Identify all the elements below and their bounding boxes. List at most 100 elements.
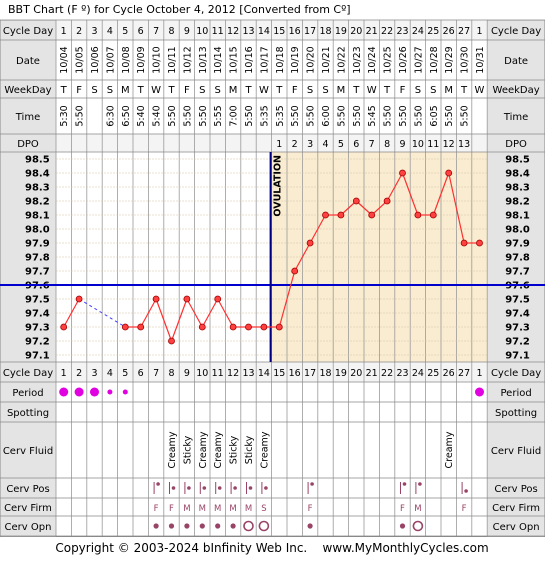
temp-line-segment (140, 298, 157, 328)
cycle-day-top: 9 (184, 26, 190, 37)
cycle-day-bottom: 9 (184, 368, 190, 379)
cycle-day-bottom: 11 (212, 368, 224, 379)
cycle-day-bottom: 5 (122, 368, 128, 379)
time-cell: 5:50 (383, 105, 394, 126)
temp-point (183, 295, 191, 303)
row-label-left: Cerv Fluid (3, 446, 53, 457)
cycle-day-bottom: 21 (366, 368, 378, 379)
weekday-cell: F (292, 85, 298, 96)
date-cell: 10/12 (182, 46, 193, 73)
temp-line-segment (63, 298, 80, 328)
temp-line-segment (401, 172, 419, 216)
cycle-day-bottom: 19 (335, 368, 347, 379)
period-dot (122, 389, 128, 395)
temp-point (275, 323, 283, 331)
ovulation-label: OVULATION (273, 155, 284, 217)
row-label-left: Spotting (7, 408, 49, 419)
row-label-left: Cycle Day (3, 368, 53, 379)
y-tick-label-right: 97.3 (505, 323, 530, 334)
cycle-day-top: 5 (122, 26, 128, 37)
cycle-day-top: 27 (458, 26, 470, 37)
temp-point (429, 211, 437, 219)
temp-point (476, 239, 483, 247)
date-cell: 10/23 (352, 46, 363, 73)
date-cell: 10/27 (413, 46, 424, 73)
cycle-day-top: 4 (107, 26, 113, 37)
temp-point (322, 211, 329, 219)
cycle-day-top: 10 (196, 26, 208, 37)
y-tick-label-right: 97.8 (505, 253, 530, 264)
row-label-right: Cerv Firm (492, 503, 540, 514)
date-cell: 10/31 (475, 46, 486, 73)
period-dot (90, 387, 99, 397)
temp-point (137, 323, 145, 331)
weekday-cell: M (229, 85, 238, 96)
dpo-cell: 6 (353, 139, 359, 150)
date-cell: 10/28 (429, 46, 440, 73)
temp-point (245, 323, 252, 331)
cycle-day-bottom: 10 (196, 368, 208, 379)
cerv-pos-dot (233, 486, 237, 490)
cerv-opn-medium (399, 523, 406, 529)
y-tick-label-right: 97.2 (505, 337, 530, 348)
chart-title: BBT Chart (F º) for Cycle October 4, 201… (8, 3, 351, 16)
weekday-cell: W (259, 85, 269, 96)
cycle-day-top: 17 (304, 26, 316, 37)
weekday-cell: T (383, 85, 391, 96)
cerv-opn-medium (168, 523, 175, 529)
weekday-cell: F (184, 85, 190, 96)
cerv-firm-cell: M (414, 504, 421, 514)
cycle-day-top: 24 (412, 26, 424, 37)
date-cell: 10/04 (59, 46, 70, 73)
y-tick-label-right: 98.1 (505, 211, 530, 222)
time-cell: 5:50 (398, 105, 409, 126)
cycle-day-bottom: 1 (476, 368, 482, 379)
cerv-firm-cell: M (199, 504, 206, 514)
date-cell: 10/18 (275, 46, 286, 73)
row-label-right: Spotting (495, 408, 537, 419)
time-cell: 6:50 (121, 105, 132, 126)
cerv-pos-dot (402, 482, 407, 486)
weekday-cell: F (76, 85, 82, 96)
cerv-firm-cell: F (462, 504, 467, 514)
time-cell: 5:45 (367, 105, 378, 126)
left-label-column (0, 20, 56, 537)
temp-point (291, 267, 299, 275)
row-label-right: Time (503, 112, 528, 123)
time-cell: 5:50 (244, 105, 255, 126)
weekday-cell: M (444, 85, 453, 96)
temp-point (399, 169, 406, 177)
weekday-cell: M (337, 85, 346, 96)
cycle-day-top: 7 (153, 26, 159, 37)
cerv-pos-dot (217, 486, 222, 490)
cycle-day-bottom: 4 (107, 368, 113, 379)
row-label-left: Date (16, 56, 40, 67)
cycle-day-top: 19 (335, 26, 347, 37)
date-cell: 10/19 (290, 46, 301, 73)
row-label-right: Cerv Fluid (491, 446, 541, 457)
row-label-left: Cerv Pos (6, 484, 49, 495)
y-tick-label-left: 98.3 (25, 183, 50, 194)
temp-point (383, 197, 391, 205)
dpo-cell: 11 (427, 139, 439, 150)
cerv-pos-dot (418, 482, 422, 486)
temp-line-segment (155, 298, 173, 342)
weekday-cell: S (322, 85, 328, 96)
time-cell: 5:50 (167, 105, 178, 126)
cycle-day-bottom: 26 (443, 368, 455, 379)
dpo-cell: 1 (276, 139, 282, 150)
cerv-opn-medium (184, 523, 190, 529)
cycle-day-bottom: 6 (138, 368, 144, 379)
time-cell: 6:00 (321, 105, 332, 126)
row-label-right: WeekDay (493, 85, 540, 96)
y-tick-label-left: 98.5 (25, 155, 50, 166)
row-label-left: Cerv Opn (5, 522, 52, 533)
cerv-pos-dot (171, 486, 176, 490)
y-tick-label-left: 98.0 (25, 225, 50, 236)
cycle-day-top: 15 (273, 26, 285, 37)
cerv-opn-medium (199, 523, 205, 529)
cerv-fluid-cell: Sticky (244, 435, 255, 464)
cycle-day-top: 12 (227, 26, 239, 37)
period-dot (59, 387, 69, 397)
